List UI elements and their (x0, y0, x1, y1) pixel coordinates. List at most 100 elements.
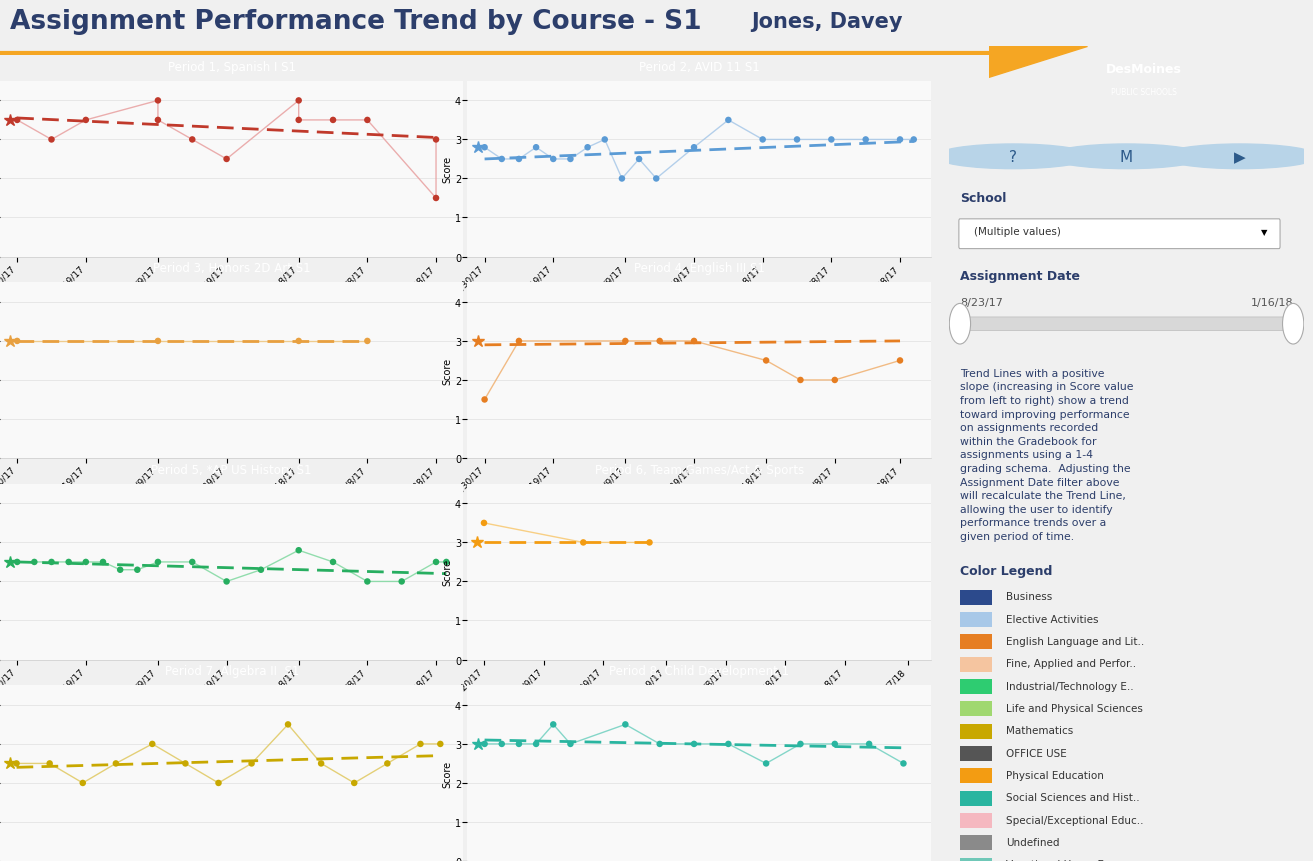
Text: M: M (1120, 150, 1133, 164)
Point (614, 335, 635, 349)
Point (755, 757, 776, 771)
Point (175, 757, 196, 771)
Point (578, 141, 599, 155)
Point (41, 555, 62, 569)
Point (786, 133, 807, 147)
Point (391, 575, 412, 589)
Point (684, 141, 705, 155)
Point (491, 737, 512, 751)
Point (288, 335, 309, 349)
Point (217, 575, 238, 589)
Text: School: School (960, 192, 1006, 205)
Point (142, 737, 163, 751)
Point (889, 133, 910, 147)
Point (684, 335, 705, 349)
Point (790, 374, 811, 387)
Text: Assignment Date: Assignment Date (960, 269, 1079, 282)
Text: Mathematics: Mathematics (1006, 726, 1073, 735)
Point (288, 543, 309, 557)
Text: Period 1, Spanish I S1: Period 1, Spanish I S1 (168, 60, 295, 74)
Point (323, 555, 344, 569)
Text: Jones, Davey: Jones, Davey (751, 12, 903, 33)
Text: Period 5, *AP US History S1: Period 5, *AP US History S1 (151, 463, 312, 476)
Point (639, 536, 660, 549)
FancyBboxPatch shape (960, 657, 991, 672)
Point (58, 555, 79, 569)
Point (39, 757, 60, 771)
Point (649, 737, 670, 751)
Text: Business: Business (1006, 592, 1052, 602)
Point (474, 517, 495, 530)
Text: Period 6, Team Games/Act & Sports: Period 6, Team Games/Act & Sports (595, 463, 804, 476)
Text: (Multiple values): (Multiple values) (974, 226, 1061, 237)
Point (217, 153, 238, 167)
Point (24, 555, 45, 569)
Circle shape (1162, 145, 1313, 170)
Point (7, 757, 28, 771)
FancyBboxPatch shape (960, 768, 991, 784)
Point (684, 737, 705, 751)
Point (425, 192, 446, 206)
FancyBboxPatch shape (960, 724, 991, 739)
Y-axis label: Score: Score (442, 156, 452, 183)
Point (105, 757, 126, 771)
Text: ▼: ▼ (1262, 227, 1268, 237)
Point (755, 354, 776, 368)
Point (474, 737, 495, 751)
Point (147, 95, 168, 108)
FancyBboxPatch shape (960, 612, 991, 627)
Point (821, 133, 842, 147)
Point (147, 555, 168, 569)
Point (629, 153, 650, 167)
Point (425, 555, 446, 569)
Point (7, 555, 28, 569)
FancyBboxPatch shape (960, 858, 991, 861)
Point (790, 737, 811, 751)
Point (147, 335, 168, 349)
Text: English Language and Lit..: English Language and Lit.. (1006, 636, 1144, 647)
Text: Period 4, English III S1: Period 4, English III S1 (634, 262, 764, 275)
Point (718, 114, 739, 127)
Circle shape (1049, 145, 1204, 170)
Circle shape (949, 304, 970, 344)
Text: Social Sciences and Hist..: Social Sciences and Hist.. (1006, 792, 1140, 802)
Point (181, 133, 202, 147)
Point (491, 153, 512, 167)
Point (277, 718, 298, 732)
Polygon shape (989, 47, 1087, 78)
FancyBboxPatch shape (960, 635, 991, 649)
Point (889, 354, 910, 368)
Point (474, 393, 495, 407)
Point (542, 153, 563, 167)
FancyBboxPatch shape (960, 790, 991, 806)
FancyBboxPatch shape (960, 702, 991, 716)
Y-axis label: Score: Score (442, 357, 452, 384)
Text: Life and Physical Sciences: Life and Physical Sciences (1006, 703, 1142, 713)
Y-axis label: Score: Score (442, 759, 452, 787)
Point (75, 114, 96, 127)
Text: Industrial/Technology E..: Industrial/Technology E.. (1006, 681, 1133, 691)
Point (357, 335, 378, 349)
Text: PUBLIC SCHOOLS: PUBLIC SCHOOLS (1111, 88, 1176, 96)
Text: Fine, Applied and Perfor..: Fine, Applied and Perfor.. (1006, 659, 1136, 669)
Point (41, 133, 62, 147)
Point (559, 153, 580, 167)
Text: Period 2, AVID 11 S1: Period 2, AVID 11 S1 (639, 60, 759, 74)
Text: Elective Activities: Elective Activities (1006, 614, 1099, 624)
Point (646, 172, 667, 186)
Point (508, 335, 529, 349)
Point (612, 172, 633, 186)
Text: 8/23/17: 8/23/17 (960, 297, 1003, 307)
Text: DesMoines: DesMoines (1106, 63, 1182, 76)
Point (572, 536, 593, 549)
Text: Physical Education: Physical Education (1006, 771, 1104, 780)
Point (357, 575, 378, 589)
Point (147, 114, 168, 127)
Point (242, 757, 263, 771)
Point (474, 141, 495, 155)
Point (825, 737, 846, 751)
FancyBboxPatch shape (960, 590, 991, 604)
Point (429, 737, 450, 751)
Point (127, 563, 148, 577)
Point (110, 563, 131, 577)
